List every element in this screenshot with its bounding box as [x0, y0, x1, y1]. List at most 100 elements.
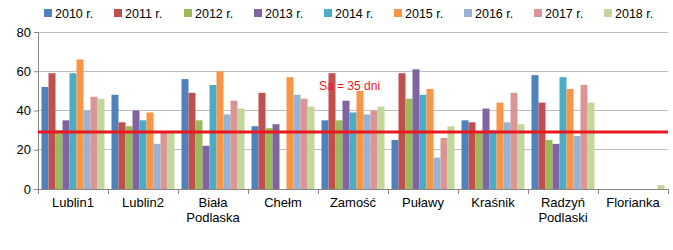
y-tick-mark	[34, 189, 38, 190]
x-tick-label: Lublin2	[122, 195, 164, 210]
series-bars	[56, 99, 553, 189]
x-tick-mark	[38, 189, 39, 194]
legend-item: 2018 r.	[604, 7, 653, 21]
bar	[497, 103, 504, 189]
plot-area: 020406080Lublin1Lublin2BiałaPodlaskaCheł…	[17, 25, 668, 225]
bar	[350, 112, 357, 189]
chart-svg: 020406080Lublin1Lublin2BiałaPodlaskaCheł…	[0, 0, 673, 250]
bar	[539, 103, 546, 189]
bar	[84, 111, 91, 190]
bar	[581, 85, 588, 189]
legend-item: 2012 r.	[184, 7, 233, 21]
grid	[38, 32, 668, 189]
series-bars	[77, 59, 574, 189]
legend-item: 2016 r.	[464, 7, 513, 21]
y-axis: 020406080	[17, 25, 39, 197]
bar	[189, 93, 196, 189]
x-tick-mark	[248, 189, 249, 194]
legend-swatch	[254, 9, 262, 17]
chart-container: 020406080Lublin1Lublin2BiałaPodlaskaCheł…	[0, 0, 673, 250]
y-tick-mark	[34, 111, 38, 112]
reference-line	[38, 131, 668, 134]
legend-item: 2013 r.	[254, 7, 303, 21]
legend-label: 2011 r.	[125, 7, 162, 21]
legend-item: 2010 r.	[44, 7, 93, 21]
grid-line	[38, 189, 668, 190]
bar	[301, 99, 308, 189]
y-tick-label: 40	[17, 103, 31, 118]
legend-label: 2012 r.	[195, 7, 233, 21]
bar	[518, 124, 525, 189]
x-tick-label: Lublin1	[52, 195, 94, 210]
bar	[42, 87, 49, 189]
bar	[511, 93, 518, 189]
legend-swatch	[604, 9, 612, 17]
bar	[406, 99, 413, 189]
y-tick-label: 0	[24, 182, 31, 197]
x-tick-mark	[178, 189, 179, 194]
bar	[567, 89, 574, 189]
series-bars	[98, 99, 665, 189]
series-bars	[84, 95, 581, 189]
x-tick-label: Florianka	[606, 195, 660, 210]
bar	[133, 111, 140, 190]
x-tick-mark	[528, 189, 529, 194]
series-bars	[63, 69, 560, 189]
x-tick-mark	[598, 189, 599, 194]
bar	[259, 93, 266, 189]
y-tick: 80	[17, 25, 38, 40]
x-tick-mark	[318, 189, 319, 194]
x-tick-label: BiałaPodlaska	[186, 195, 240, 225]
bar	[476, 132, 483, 189]
bar	[161, 132, 168, 189]
reference-label: Sa = 35 dni	[319, 79, 380, 93]
legend-label: 2014 r.	[335, 7, 373, 21]
bar	[168, 132, 175, 189]
bar	[343, 101, 350, 189]
bar	[238, 109, 245, 189]
legend-swatch	[114, 9, 122, 17]
bar	[77, 59, 84, 189]
bar	[427, 89, 434, 189]
x-tick-label: Zamość	[330, 195, 377, 210]
bar	[658, 185, 665, 189]
legend-label: 2016 r.	[475, 7, 513, 21]
bar	[56, 130, 63, 189]
bar	[483, 109, 490, 189]
x-tick-mark	[668, 189, 669, 194]
bar	[371, 111, 378, 190]
bar	[588, 103, 595, 189]
bar	[154, 144, 161, 189]
bar	[553, 144, 560, 189]
legend-swatch	[324, 9, 332, 17]
legend-swatch	[464, 9, 472, 17]
legend-swatch	[534, 9, 542, 17]
bar	[420, 95, 427, 189]
bars	[42, 59, 665, 189]
bar	[273, 124, 280, 189]
y-tick: 40	[17, 103, 38, 118]
bar	[546, 140, 553, 189]
bar	[294, 95, 301, 189]
grid-line	[38, 71, 668, 72]
bar	[231, 101, 238, 189]
bar	[448, 126, 455, 189]
legend-item: 2014 r.	[324, 7, 373, 21]
legend-swatch	[184, 9, 192, 17]
legend-label: 2010 r.	[55, 7, 93, 21]
bar	[308, 107, 315, 189]
x-tick-mark	[458, 189, 459, 194]
legend: 2010 r. 2011 r. 2012 r. 2013 r. 2014 r. 2015 …	[44, 7, 653, 21]
y-tick-label: 20	[17, 142, 31, 157]
legend-label: 2015 r.	[405, 7, 443, 21]
legend-label: 2013 r.	[265, 7, 303, 21]
series-bars	[91, 85, 588, 189]
bar	[217, 71, 224, 189]
bar	[413, 69, 420, 189]
legend-label: 2017 r.	[545, 7, 583, 21]
x-axis: Lublin1Lublin2BiałaPodlaskaChełmZamośćPu…	[38, 189, 668, 225]
x-tick-mark	[388, 189, 389, 194]
y-tick-mark	[34, 32, 38, 33]
y-tick: 20	[17, 142, 38, 157]
bar	[441, 138, 448, 189]
